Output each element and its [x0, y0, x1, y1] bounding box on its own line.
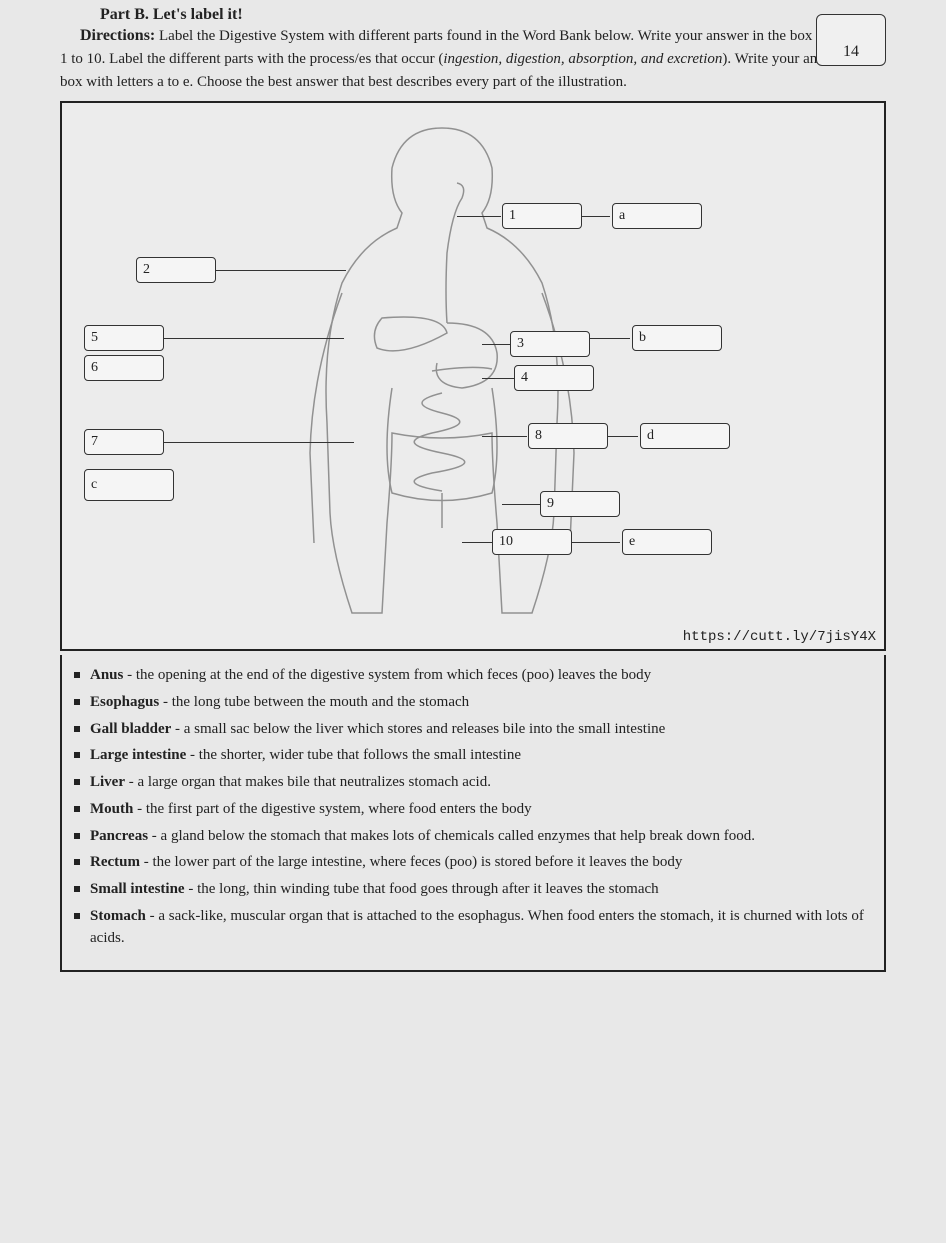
leader-line	[502, 504, 540, 505]
part-title: Part B. Let's label it!	[100, 6, 886, 24]
label-box-e: e	[622, 529, 712, 555]
wordbank-item: Gall bladder - a small sac below the liv…	[74, 719, 872, 741]
term: Mouth	[90, 801, 133, 817]
header-block: Part B. Let's label it! Directions: Labe…	[60, 6, 886, 93]
wordbank-item: Liver - a large organ that makes bile th…	[74, 772, 872, 794]
term: Gall bladder	[90, 721, 171, 737]
leader-line	[608, 436, 638, 437]
wordbank-item: Pancreas - a gland below the stomach tha…	[74, 826, 872, 848]
term: Esophagus	[90, 694, 159, 710]
wordbank-item: Rectum - the lower part of the large int…	[74, 852, 872, 874]
term: Rectum	[90, 854, 140, 870]
label-box-10: 10	[492, 529, 572, 555]
leader-line	[582, 216, 610, 217]
wordbank-item: Esophagus - the long tube between the mo…	[74, 692, 872, 714]
source-link: https://cutt.ly/7jisY4X	[683, 629, 876, 645]
label-box-9: 9	[540, 491, 620, 517]
leader-line	[164, 338, 344, 339]
directions-body: Label the Digestive System with differen…	[60, 28, 883, 90]
term: Anus	[90, 667, 123, 683]
label-box-2: 2	[136, 257, 216, 283]
directions: Directions: Label the Digestive System w…	[60, 24, 886, 93]
diagram-frame: 1 a 2 5 6 3 b 4 7 c 8 d 9 10 e https://cutt.ly/7jisY4X	[60, 101, 886, 651]
label-box-3: 3	[510, 331, 590, 357]
term: Pancreas	[90, 828, 148, 844]
leader-line	[462, 542, 492, 543]
wordbank-item: Large intestine - the shorter, wider tub…	[74, 745, 872, 767]
label-box-5: 5	[84, 325, 164, 351]
leader-line	[572, 542, 620, 543]
label-box-1: 1	[502, 203, 582, 229]
term: Large intestine	[90, 747, 186, 763]
leader-line	[482, 436, 527, 437]
label-box-b: b	[632, 325, 722, 351]
wordbank-item: Anus - the opening at the end of the dig…	[74, 665, 872, 687]
term: Liver	[90, 774, 125, 790]
term: Small intestine	[90, 881, 185, 897]
leader-line	[216, 270, 346, 271]
wordbank-item: Small intestine - the long, thin winding…	[74, 879, 872, 901]
label-box-8: 8	[528, 423, 608, 449]
leader-line	[482, 344, 510, 345]
label-box-c: c	[84, 469, 174, 501]
label-box-4: 4	[514, 365, 594, 391]
directions-label: Directions:	[80, 27, 155, 44]
label-box-a: a	[612, 203, 702, 229]
label-box-d: d	[640, 423, 730, 449]
leader-line	[164, 442, 354, 443]
score-box: 14	[816, 14, 886, 66]
leader-line	[482, 378, 514, 379]
leader-line	[457, 216, 501, 217]
leader-line	[590, 338, 630, 339]
term: Stomach	[90, 908, 146, 924]
wordbank-list: Anus - the opening at the end of the dig…	[74, 665, 872, 949]
label-box-7: 7	[84, 429, 164, 455]
wordbank: Anus - the opening at the end of the dig…	[60, 655, 886, 972]
label-box-6: 6	[84, 355, 164, 381]
wordbank-item: Stomach - a sack-like, muscular organ th…	[74, 906, 872, 950]
wordbank-item: Mouth - the first part of the digestive …	[74, 799, 872, 821]
